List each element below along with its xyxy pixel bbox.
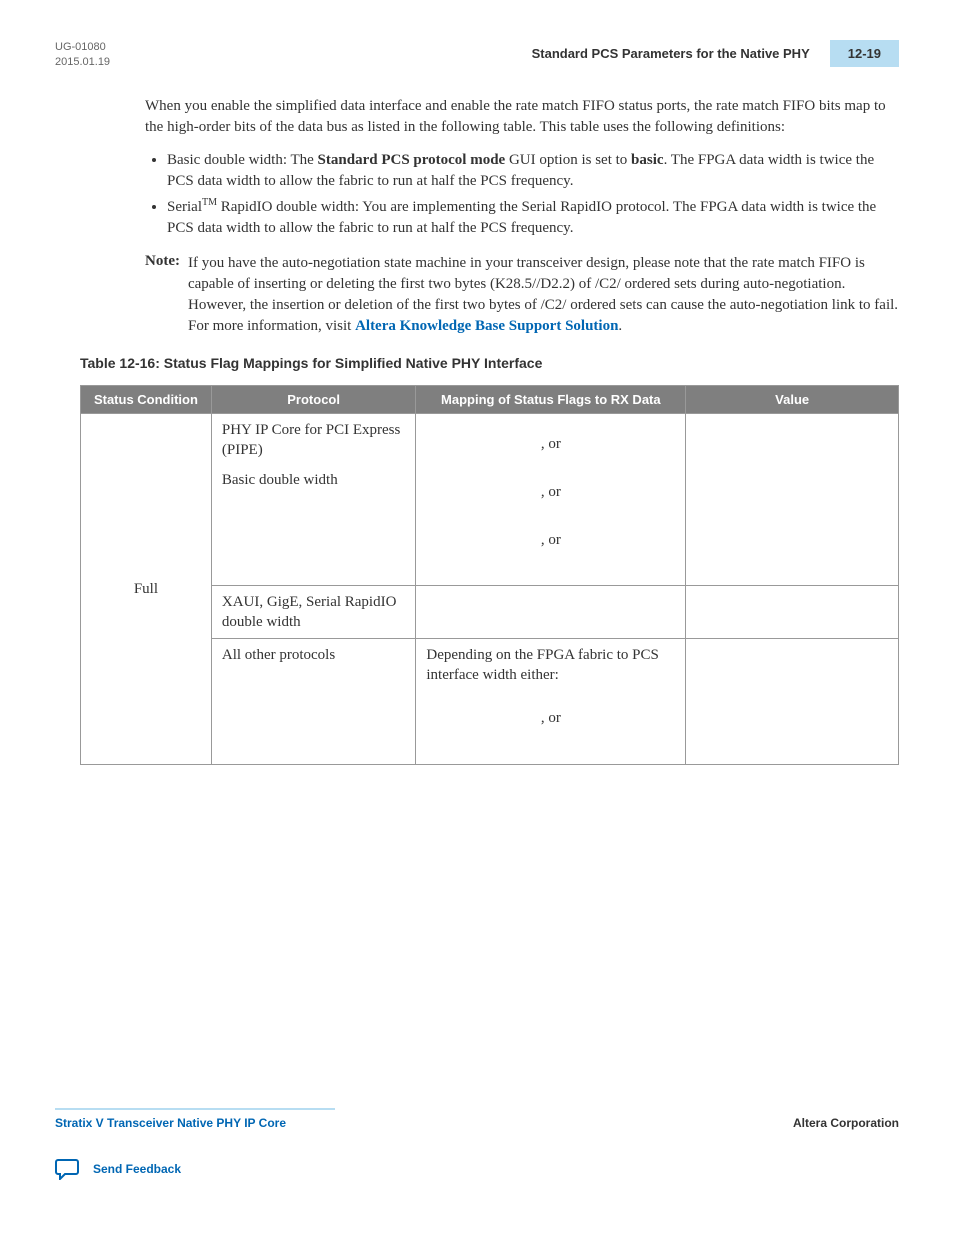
- bullet-serial-rapidio: SerialTM RapidIO double width: You are i…: [167, 196, 899, 239]
- note-block: Note: If you have the auto-negotiation s…: [145, 253, 899, 337]
- th-protocol: Protocol: [211, 385, 416, 413]
- cell-protocol-pipe-basic: PHY IP Core for PCI Express (PIPE) Basic…: [211, 413, 416, 585]
- cell-protocol-xaui: XAUI, GigE, Serial RapidIO double width: [211, 585, 416, 639]
- page-header: UG-01080 2015.01.19 Standard PCS Paramet…: [55, 40, 899, 71]
- footer-company: Altera Corporation: [793, 1116, 899, 1130]
- kb-link[interactable]: Altera Knowledge Base Support Solution: [355, 318, 618, 334]
- cell-mapping-1: , or , or , or: [416, 413, 686, 585]
- footer-product: Stratix V Transceiver Native PHY IP Core: [55, 1116, 286, 1130]
- note-label: Note:: [145, 253, 180, 337]
- doc-meta: UG-01080 2015.01.19: [55, 40, 110, 71]
- cell-protocol-other: All other protocols: [211, 639, 416, 765]
- cell-value-2: [686, 585, 899, 639]
- send-feedback-link[interactable]: Send Feedback: [93, 1162, 181, 1176]
- header-right: Standard PCS Parameters for the Native P…: [532, 40, 899, 67]
- cell-mapping-2: [416, 585, 686, 639]
- th-status: Status Condition: [81, 385, 212, 413]
- doc-date: 2015.01.19: [55, 55, 110, 70]
- page-number-badge: 12-19: [830, 40, 899, 67]
- cell-mapping-3: Depending on the FPGA fabric to PCS inte…: [416, 639, 686, 765]
- cell-value-3: [686, 639, 899, 765]
- main-content: When you enable the simplified data inte…: [145, 96, 899, 337]
- cell-status-full: Full: [81, 413, 212, 764]
- intro-paragraph: When you enable the simplified data inte…: [145, 96, 899, 138]
- th-value: Value: [686, 385, 899, 413]
- cell-value-1: [686, 413, 899, 585]
- speech-bubble-icon: [55, 1158, 81, 1180]
- th-mapping: Mapping of Status Flags to RX Data: [416, 385, 686, 413]
- status-flag-table: Status Condition Protocol Mapping of Sta…: [80, 385, 899, 765]
- table-caption: Table 12-16: Status Flag Mappings for Si…: [80, 355, 899, 371]
- footer-top: Stratix V Transceiver Native PHY IP Core…: [55, 1116, 899, 1130]
- feedback-row[interactable]: Send Feedback: [55, 1158, 899, 1180]
- page-footer: Stratix V Transceiver Native PHY IP Core…: [55, 1116, 899, 1180]
- table-row: Full PHY IP Core for PCI Express (PIPE) …: [81, 413, 899, 585]
- doc-id: UG-01080: [55, 40, 110, 55]
- definition-list: Basic double width: The Standard PCS pro…: [167, 150, 899, 239]
- section-title: Standard PCS Parameters for the Native P…: [532, 46, 810, 61]
- note-text: If you have the auto-negotiation state m…: [188, 253, 899, 337]
- bullet-basic-double-width: Basic double width: The Standard PCS pro…: [167, 150, 899, 192]
- table-header-row: Status Condition Protocol Mapping of Sta…: [81, 385, 899, 413]
